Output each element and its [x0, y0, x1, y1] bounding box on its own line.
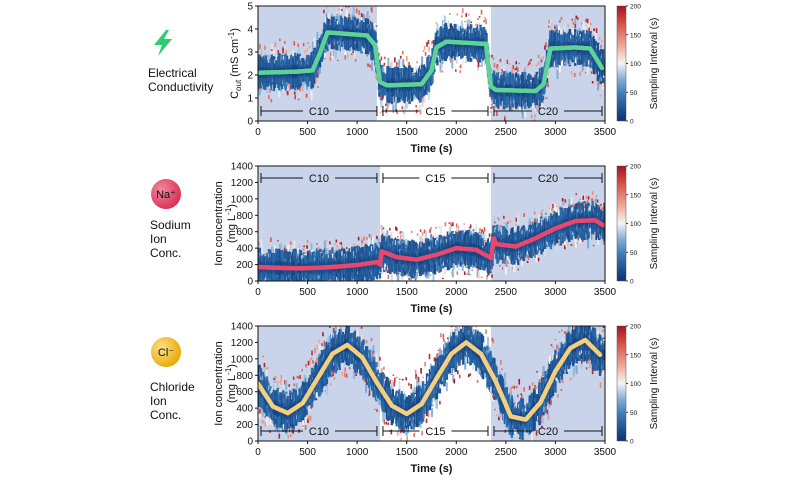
x-tick-label: 3000: [544, 287, 567, 298]
segment-label: C10: [309, 106, 329, 118]
y-tick-label: 1: [247, 94, 253, 105]
y-tick-label: 800: [236, 211, 253, 222]
y-tick-label: 1200: [231, 178, 254, 189]
x-tick-label: 500: [299, 127, 316, 138]
y-axis-units-main: (mg L: [226, 215, 238, 243]
y-axis-label-rest: (mS cm: [229, 39, 241, 80]
colorbar-tick-label: 200: [630, 164, 641, 171]
y-tick-label: 1000: [231, 194, 254, 205]
y-axis-label-sub: out: [234, 79, 243, 91]
y-tick-label: 200: [236, 260, 253, 271]
colorbar-label: Sampling Interval (s): [649, 18, 660, 110]
colorbar: [616, 165, 627, 282]
colorbar-tick-label: 100: [630, 221, 641, 228]
colorbar-label: Sampling Interval (s): [649, 178, 660, 270]
plot-frame: [257, 165, 606, 282]
y-tick-label: 600: [236, 227, 253, 238]
x-tick-label: 0: [255, 127, 261, 138]
x-tick-label: 1500: [396, 127, 419, 138]
y-tick-label: 3: [247, 48, 253, 59]
y-tick-label: 0: [247, 117, 253, 128]
x-tick-label: 3000: [544, 127, 567, 138]
segment-label: C10: [309, 173, 329, 185]
colorbar-tick-label: 150: [630, 192, 641, 199]
y-axis-label: Ion concentration: [213, 181, 225, 265]
segment-label: C20: [538, 106, 558, 118]
y-axis-label-units: (mg L-1): [224, 204, 238, 243]
x-tick-label: 2500: [495, 127, 518, 138]
colorbar-tick-label: 0: [630, 119, 634, 126]
y-axis-label-end: ): [229, 28, 241, 32]
x-tick-label: 2000: [445, 287, 468, 298]
colorbar-tick-label: 200: [630, 4, 641, 11]
colorbar-tick-label: 50: [630, 250, 638, 257]
x-axis-label: Time (s): [411, 303, 453, 315]
y-axis-units-sup: -1: [224, 207, 233, 215]
y-tick-label: 5: [247, 2, 253, 13]
x-tick-label: 2500: [495, 287, 518, 298]
x-tick-label: 3500: [594, 287, 617, 298]
colorbar-tick-label: 150: [630, 32, 641, 39]
x-tick-label: 500: [299, 287, 316, 298]
y-axis-label-main: C: [229, 91, 241, 99]
colorbar-tick-label: 0: [630, 279, 634, 286]
segment-label: C20: [538, 173, 558, 185]
colorbar: [616, 5, 627, 122]
x-tick-label: 0: [255, 287, 261, 298]
colorbar-tick-label: 100: [630, 61, 641, 68]
x-axis-label: Time (s): [411, 143, 453, 155]
y-tick-label: 2: [247, 71, 253, 82]
segment-label: C15: [425, 106, 445, 118]
y-axis-units-end: ): [226, 204, 238, 208]
x-tick-label: 1500: [396, 287, 419, 298]
x-tick-label: 3500: [594, 127, 617, 138]
fit-curve: [258, 217, 605, 271]
y-tick-label: 1400: [231, 162, 254, 173]
y-tick-label: 0: [247, 277, 253, 288]
x-tick-label: 1000: [346, 127, 369, 138]
segment-label: C15: [425, 173, 445, 185]
colorbar-tick-label: 50: [630, 90, 638, 97]
y-tick-label: 400: [236, 244, 253, 255]
y-axis-label: Cout (mS cm-1): [227, 28, 243, 99]
x-tick-label: 1000: [346, 287, 369, 298]
x-tick-label: 2000: [445, 127, 468, 138]
fit-curve: [258, 30, 605, 94]
y-axis-label-sup: -1: [227, 31, 236, 39]
plot-frame: [257, 5, 606, 122]
y-tick-label: 4: [247, 25, 253, 36]
